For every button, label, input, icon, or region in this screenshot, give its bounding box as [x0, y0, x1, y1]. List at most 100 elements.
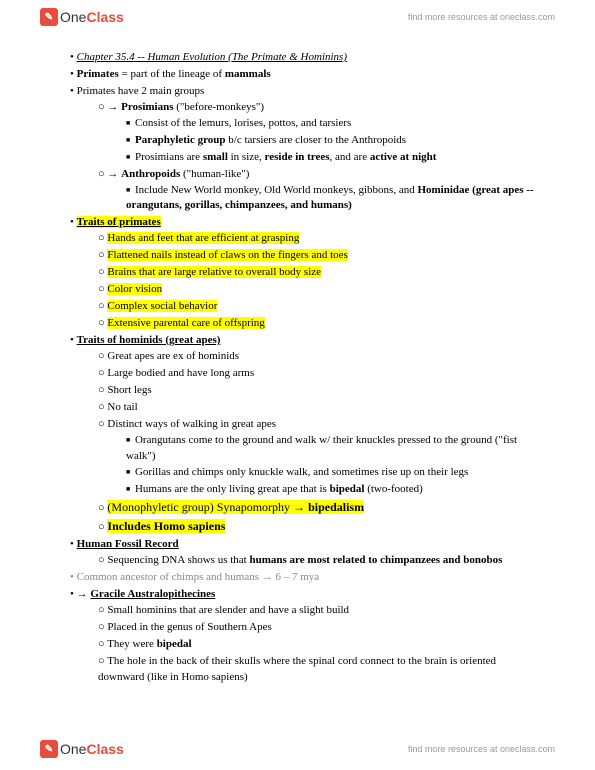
- text: Color vision: [107, 283, 162, 295]
- text: Gracile Australopithecines: [90, 588, 215, 600]
- two-groups: Primates have 2 main groups → Prosimians…: [70, 84, 535, 215]
- text: Great apes are ex of hominids: [107, 350, 239, 362]
- logo-icon: ✎: [40, 8, 58, 26]
- text: They were: [107, 638, 156, 650]
- text: Prosimians: [121, 101, 173, 113]
- footer-logo: ✎ OneClass: [40, 740, 124, 758]
- logo-one: One: [60, 741, 86, 757]
- text: Includes Homo sapiens: [107, 519, 225, 533]
- list-item: The hole in the back of their skulls whe…: [98, 654, 535, 686]
- list-item: They were bipedal: [98, 637, 535, 653]
- text: bipedal: [157, 638, 192, 650]
- text: Short legs: [107, 384, 151, 396]
- text: Orangutans come to the ground and walk w…: [126, 434, 517, 462]
- chapter-title: Chapter 35.4 -- Human Evolution (The Pri…: [70, 50, 535, 66]
- text: Flattened nails instead of claws on the …: [107, 249, 347, 261]
- common-ancestor: Common ancestor of chimps and humans → 6…: [70, 570, 535, 586]
- list-item: Prosimians are small in size, reside in …: [126, 150, 535, 166]
- list-item: Include New World monkey, Old World monk…: [126, 183, 535, 215]
- list-item: No tail: [98, 400, 535, 416]
- text: Traits of primates: [77, 216, 161, 228]
- list-item: Short legs: [98, 383, 535, 399]
- logo-class: Class: [86, 741, 123, 757]
- list-item: Complex social behavior: [98, 299, 535, 315]
- text: Hands and feet that are efficient at gra…: [107, 232, 299, 244]
- list-item: Distinct ways of walking in great apes O…: [98, 417, 535, 499]
- text: active at night: [370, 151, 437, 163]
- text: Gorillas and chimps only knuckle walk, a…: [135, 466, 468, 478]
- text: The hole in the back of their skulls whe…: [98, 655, 496, 683]
- text: Prosimians are: [135, 151, 203, 163]
- list-item: Small hominins that are slender and have…: [98, 603, 535, 619]
- text: Sequencing DNA shows us that: [107, 554, 249, 566]
- page-header: ✎ OneClass find more resources at onecla…: [0, 0, 595, 30]
- prosimians: → Prosimians ("before-monkeys") Consist …: [98, 100, 535, 166]
- text: bipedalism: [308, 500, 364, 514]
- list-item: Gorillas and chimps only knuckle walk, a…: [126, 465, 535, 481]
- list-item: Large bodied and have long arms: [98, 366, 535, 382]
- list-item: Sequencing DNA shows us that humans are …: [98, 553, 535, 569]
- anthropoids: → Anthropoids ("human-like") Include New…: [98, 167, 535, 215]
- text: ("human-like"): [180, 168, 249, 180]
- text: Human Fossil Record: [77, 538, 179, 550]
- text: ("before-monkeys"): [174, 101, 265, 113]
- text: Primates: [77, 68, 119, 80]
- list-item: Placed in the genus of Southern Apes: [98, 620, 535, 636]
- logo-class: Class: [86, 9, 123, 25]
- text: in size,: [228, 151, 265, 163]
- text: mammals: [225, 68, 271, 80]
- fossil-record-heading: Human Fossil Record Sequencing DNA shows…: [70, 537, 535, 569]
- text: Complex social behavior: [107, 300, 217, 312]
- list-item: Great apes are ex of hominids: [98, 349, 535, 365]
- list-item: Paraphyletic group b/c tarsiers are clos…: [126, 133, 535, 149]
- list-item: Flattened nails instead of claws on the …: [98, 248, 535, 264]
- text: Include New World monkey, Old World monk…: [135, 184, 417, 196]
- text: = part of the lineage of: [119, 68, 225, 80]
- primates-def: Primates = part of the lineage of mammal…: [70, 67, 535, 83]
- text: reside in trees: [265, 151, 330, 163]
- footer-tagline: find more resources at oneclass.com: [408, 744, 555, 754]
- list-item: Orangutans come to the ground and walk w…: [126, 433, 535, 465]
- text: No tail: [107, 401, 137, 413]
- text: humans are most related to chimpanzees a…: [249, 554, 502, 566]
- chapter-title-text: Chapter 35.4 -- Human Evolution (The Pri…: [77, 51, 347, 63]
- header-tagline: find more resources at oneclass.com: [408, 12, 555, 22]
- traits-hominids-heading: Traits of hominids (great apes) Great ap…: [70, 333, 535, 536]
- traits-primates-heading: Traits of primates Hands and feet that a…: [70, 215, 535, 332]
- text: (Monophyletic group) Synapomorphy →: [107, 500, 308, 514]
- text: Anthropoids: [121, 168, 180, 180]
- text: (two-footed): [364, 483, 422, 495]
- document-content: Chapter 35.4 -- Human Evolution (The Pri…: [0, 30, 595, 737]
- list-item: Hands and feet that are efficient at gra…: [98, 231, 535, 247]
- text: Paraphyletic group: [135, 134, 226, 146]
- text: Common ancestor of chimps and humans → 6…: [77, 571, 320, 583]
- text: Distinct ways of walking in great apes: [107, 418, 276, 430]
- text: Extensive parental care of offspring: [107, 317, 264, 329]
- text: b/c tarsiers are closer to the Anthropoi…: [226, 134, 407, 146]
- list-item: Includes Homo sapiens: [98, 518, 535, 536]
- list-item: Extensive parental care of offspring: [98, 316, 535, 332]
- list-item: Consist of the lemurs, lorises, pottos, …: [126, 116, 535, 132]
- logo-one: One: [60, 9, 86, 25]
- text: Small hominins that are slender and have…: [107, 604, 349, 616]
- gracile-heading: → Gracile Australopithecines Small homin…: [70, 587, 535, 686]
- text: Primates have 2 main groups: [77, 85, 205, 97]
- list-item: (Monophyletic group) Synapomorphy → bipe…: [98, 499, 535, 517]
- logo-text: OneClass: [60, 9, 124, 25]
- text: small: [203, 151, 228, 163]
- list-item: Brains that are large relative to overal…: [98, 265, 535, 281]
- text: bipedal: [330, 483, 365, 495]
- text: Brains that are large relative to overal…: [107, 266, 321, 278]
- text: Humans are the only living great ape tha…: [135, 483, 330, 495]
- text: , and are: [330, 151, 370, 163]
- page-footer: ✎ OneClass find more resources at onecla…: [0, 736, 595, 762]
- text: Placed in the genus of Southern Apes: [107, 621, 271, 633]
- list-item: Humans are the only living great ape tha…: [126, 482, 535, 498]
- text: Large bodied and have long arms: [107, 367, 254, 379]
- text: Traits of hominids (great apes): [77, 334, 221, 346]
- text: Consist of the lemurs, lorises, pottos, …: [135, 117, 351, 129]
- logo: ✎ OneClass: [40, 8, 124, 26]
- logo-text: OneClass: [60, 741, 124, 757]
- logo-icon: ✎: [40, 740, 58, 758]
- list-item: Color vision: [98, 282, 535, 298]
